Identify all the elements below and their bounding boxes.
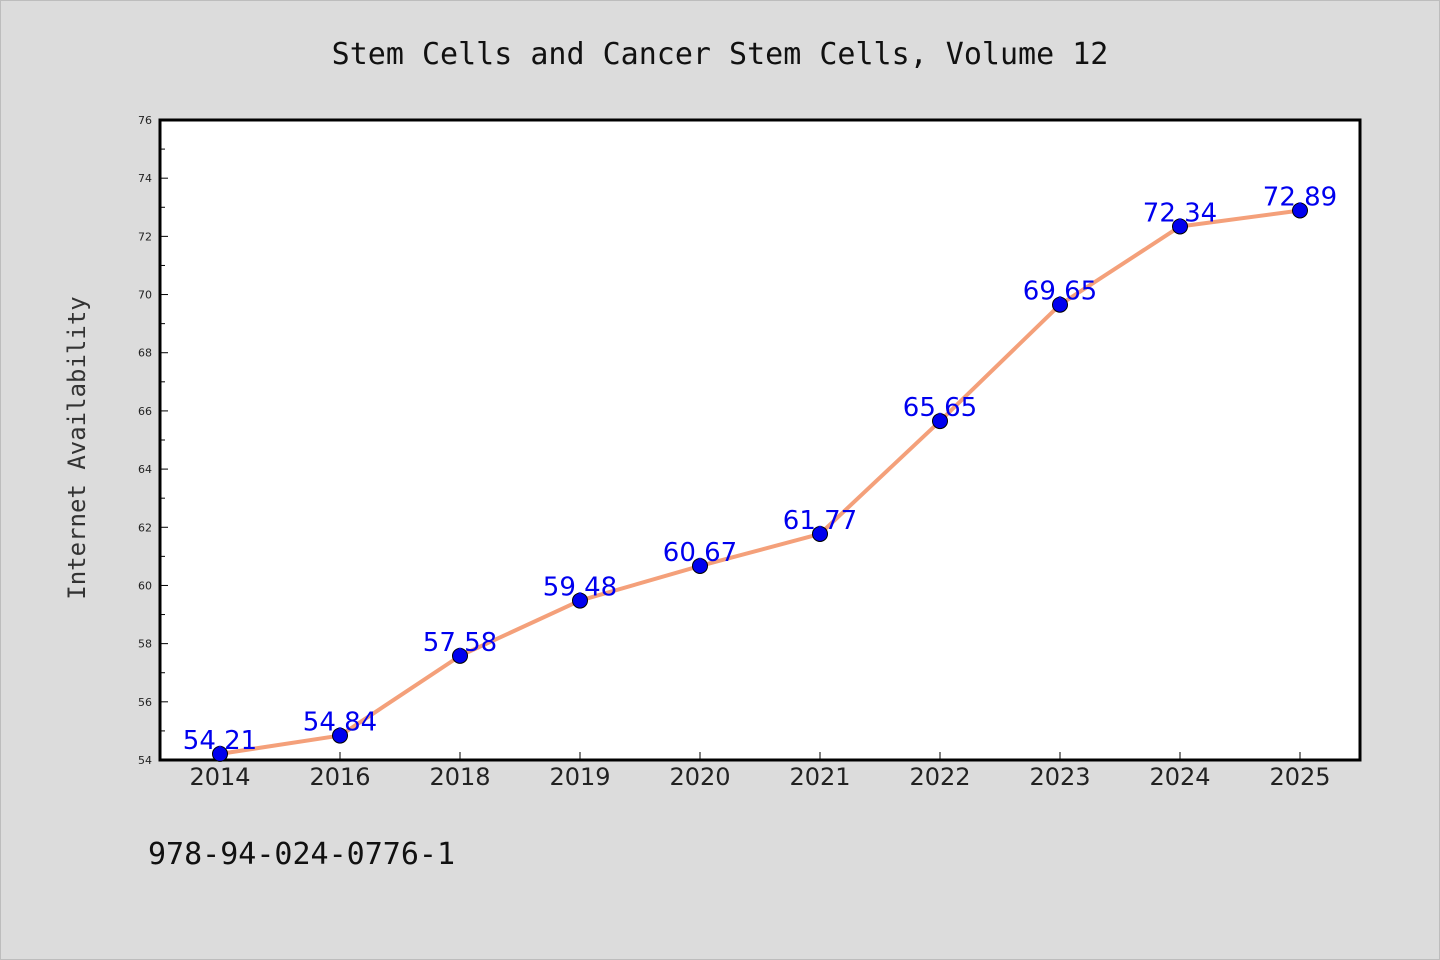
x-tick-label: 2019 xyxy=(549,763,610,791)
x-tick-label: 2022 xyxy=(909,763,970,791)
x-tick-label: 2014 xyxy=(189,763,250,791)
y-tick-label: 66 xyxy=(138,405,152,418)
y-tick-label: 58 xyxy=(138,638,152,651)
x-tick-label: 2016 xyxy=(309,763,370,791)
data-point xyxy=(452,647,468,664)
x-tick-label: 2018 xyxy=(429,763,490,791)
series-internet-availability xyxy=(212,202,1308,762)
data-point xyxy=(812,525,828,542)
plot-area xyxy=(158,118,1362,762)
y-tick-label: 60 xyxy=(138,579,152,592)
data-point xyxy=(932,413,948,430)
x-tick-label: 2021 xyxy=(789,763,850,791)
x-tick-label: 2024 xyxy=(1149,763,1210,791)
isbn-text: 978-94-024-0776-1 xyxy=(148,837,455,872)
data-labels: 54.21 54.84 57.58 59.48 60.67 61.77 65.65 69.65… xyxy=(183,182,1337,755)
data-label: 61.77 xyxy=(783,506,857,536)
x-tick-label: 2020 xyxy=(669,763,730,791)
data-label: 60.67 xyxy=(663,538,737,568)
y-axis-label: Internet Availability xyxy=(63,296,91,599)
y-tick-label: 62 xyxy=(138,521,152,534)
data-label: 69.65 xyxy=(1023,277,1097,307)
data-point xyxy=(692,557,708,574)
data-label: 54.21 xyxy=(183,726,257,756)
data-point xyxy=(332,727,348,744)
data-point xyxy=(572,592,588,609)
data-label: 54.84 xyxy=(303,708,377,738)
y-tick-label: 56 xyxy=(138,696,152,709)
data-label: 57.58 xyxy=(423,628,497,658)
y-tick-label: 68 xyxy=(138,347,152,360)
y-tick-label: 70 xyxy=(138,289,152,302)
x-tick-label: 2023 xyxy=(1029,763,1090,791)
y-tick-label: 74 xyxy=(138,172,152,185)
data-label: 65.65 xyxy=(903,393,977,423)
y-tick-label: 76 xyxy=(138,114,152,127)
y-tick-label: 64 xyxy=(138,463,152,476)
data-label: 72.89 xyxy=(1263,182,1337,212)
data-point xyxy=(1052,296,1068,313)
data-point xyxy=(212,745,228,762)
data-label: 72.34 xyxy=(1143,198,1217,228)
y-axis-ticks: 54 56 58 60 62 64 66 68 70 72 74 76 xyxy=(138,114,168,767)
data-point xyxy=(1172,218,1188,235)
x-axis-ticks: 2014 2016 2018 2019 2020 2021 2022 2023 2024 2025 xyxy=(189,752,1331,791)
data-label: 59.48 xyxy=(543,573,617,603)
x-tick-label: 2025 xyxy=(1269,763,1330,791)
y-tick-label: 54 xyxy=(138,754,152,767)
y-tick-label: 72 xyxy=(138,230,152,243)
series-line xyxy=(219,208,1301,756)
data-point xyxy=(1292,202,1308,219)
chart-title: Stem Cells and Cancer Stem Cells, Volume… xyxy=(332,37,1109,72)
